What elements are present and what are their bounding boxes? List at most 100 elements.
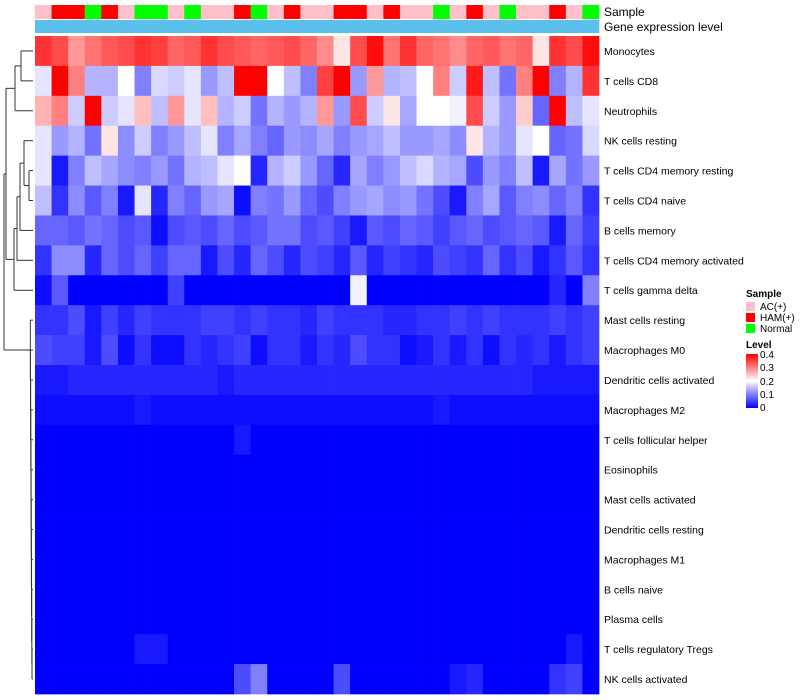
heatmap-cell	[200, 36, 218, 67]
heatmap-cell	[200, 365, 218, 396]
heatmap-cell	[68, 275, 86, 306]
heatmap-cell	[234, 65, 251, 97]
heatmap-cell	[234, 215, 251, 246]
heatmap-cell	[466, 155, 484, 186]
heatmap-cell	[217, 454, 235, 485]
heatmap-cell	[51, 365, 69, 396]
heatmap-cell	[35, 574, 52, 605]
sample-annotation-cell	[200, 5, 218, 19]
heatmap-cell	[399, 424, 417, 456]
heatmap-cell	[134, 454, 152, 485]
heatmap-cell	[549, 155, 567, 186]
heatmap-cell	[549, 664, 567, 695]
heatmap-cell	[416, 454, 434, 485]
heatmap-cell	[350, 335, 368, 366]
heatmap-cell	[549, 484, 567, 515]
heatmap-cell	[167, 245, 185, 276]
row-label: Macrophages M1	[604, 554, 685, 566]
heatmap-cell	[366, 544, 384, 575]
heatmap-cell	[482, 185, 500, 216]
heatmap-cell	[184, 245, 202, 276]
heatmap-cell	[234, 514, 251, 545]
heatmap-cell	[383, 185, 401, 216]
heatmap-cell	[200, 394, 218, 426]
heatmap-cell	[350, 365, 368, 396]
heatmap-cell	[151, 335, 169, 366]
gene-expression-cell	[51, 20, 69, 33]
heatmap-cell	[582, 634, 600, 665]
heatmap-cell	[366, 125, 384, 156]
heatmap-cell	[317, 215, 334, 246]
heatmap-cell	[167, 544, 185, 575]
sample-annotation-cell	[466, 5, 484, 19]
heatmap-cell	[217, 544, 235, 575]
heatmap-cell	[267, 454, 285, 485]
heatmap-cell	[582, 454, 600, 485]
heatmap-cell	[532, 634, 550, 665]
row-label: B cells memory	[604, 225, 677, 237]
heatmap-cell	[565, 424, 583, 456]
heatmap-cell	[300, 245, 318, 276]
heatmap-cell	[449, 95, 467, 127]
heatmap-cell	[267, 514, 285, 545]
sample-annotation-cell	[234, 5, 251, 19]
heatmap-cell	[117, 155, 135, 186]
heatmap-cell	[283, 664, 301, 695]
heatmap-cell	[416, 424, 434, 456]
heatmap-cell	[466, 574, 484, 605]
heatmap-cell	[383, 365, 401, 396]
gene-expression-cell	[466, 20, 484, 33]
heatmap-cell	[366, 394, 384, 426]
heatmap-cell	[482, 664, 500, 695]
heatmap-cell	[267, 95, 285, 127]
heatmap-cell	[151, 365, 169, 396]
heatmap-cell	[433, 65, 451, 97]
sample-annotation-cell	[151, 5, 169, 19]
heatmap-cell	[84, 305, 102, 336]
heatmap-cell	[582, 544, 600, 575]
heatmap-cell	[200, 155, 218, 186]
heatmap-cell	[433, 514, 451, 545]
gene-expression-cell	[582, 20, 600, 33]
heatmap-cell	[68, 65, 86, 97]
gene-expression-cell	[317, 20, 334, 33]
heatmap-cell	[532, 574, 550, 605]
sample-annotation-cell	[516, 5, 533, 19]
heatmap-cell	[516, 275, 533, 306]
heatmap-cell	[482, 335, 500, 366]
heatmap-cell	[300, 335, 318, 366]
heatmap-cell	[449, 484, 467, 515]
heatmap-cell	[68, 365, 86, 396]
heatmap-cell	[582, 394, 600, 426]
heatmap-cell	[84, 65, 102, 97]
heatmap-cell	[283, 155, 301, 186]
heatmap-cell	[267, 155, 285, 186]
heatmap-cell	[449, 245, 467, 276]
heatmap-cell	[134, 95, 152, 127]
heatmap-cell	[234, 664, 251, 695]
heatmap-cell	[68, 514, 86, 545]
heatmap-cell	[532, 604, 550, 635]
heatmap-cell	[68, 185, 86, 216]
heatmap-cell	[84, 514, 102, 545]
heatmap-cell	[350, 664, 368, 695]
heatmap-cell	[482, 484, 500, 515]
heatmap-cell	[449, 275, 467, 306]
heatmap-cell	[549, 215, 567, 246]
gene-expression-cell	[549, 20, 567, 33]
heatmap-cell	[234, 305, 251, 336]
heatmap-cell	[499, 454, 517, 485]
heatmap-cell	[499, 335, 517, 366]
heatmap-cell	[366, 245, 384, 276]
heatmap-cell	[134, 65, 152, 97]
heatmap-cell	[84, 424, 102, 456]
legend-level-title: Level	[746, 340, 772, 351]
heatmap-cell	[84, 604, 102, 635]
heatmap-cell	[416, 155, 434, 186]
heatmap-cell	[51, 604, 69, 635]
heatmap-cell	[399, 155, 417, 186]
heatmap-cell	[217, 604, 235, 635]
heatmap-cell	[68, 574, 86, 605]
heatmap-cell	[250, 574, 268, 605]
heatmap-cell	[466, 514, 484, 545]
